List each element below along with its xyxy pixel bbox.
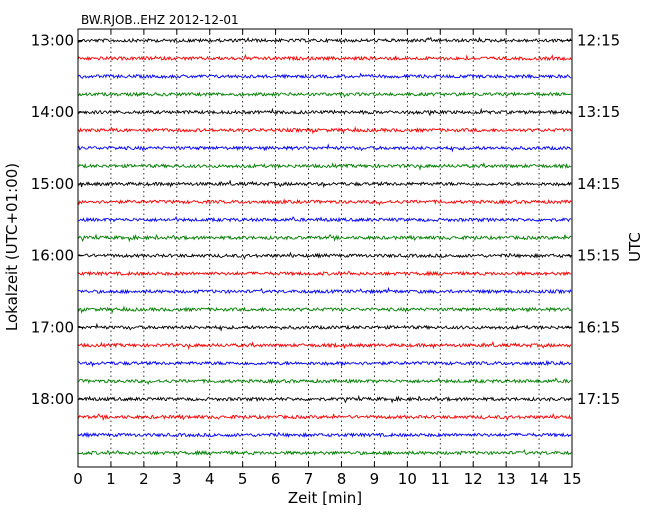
plot-frame (77, 28, 573, 468)
left-y-axis-ticks: 13:00 14:00 15:00 16:00 17:00 18:00 (31, 32, 83, 408)
trace-line (77, 107, 572, 117)
x-tick-label: 12 (464, 470, 483, 488)
trace-line (77, 251, 572, 260)
right-y-tick-label: 15:15 (577, 247, 620, 265)
x-tick-label: 4 (205, 470, 215, 488)
trace-line (77, 198, 572, 206)
x-tick-label: 7 (304, 470, 314, 488)
x-tick-label: 10 (398, 470, 417, 488)
x-axis-ticks: 0 1 2 3 4 5 6 7 8 9 10 11 12 13 14 15 (73, 29, 582, 488)
vertical-gridlines (110, 29, 540, 467)
x-axis-label: Zeit [min] (288, 489, 362, 507)
trace-line (77, 340, 572, 351)
x-tick-label: 14 (530, 470, 549, 488)
x-tick-label: 13 (497, 470, 516, 488)
x-tick-label: 15 (562, 470, 581, 488)
trace-line (77, 91, 572, 98)
right-y-axis-label: UTC (626, 232, 644, 262)
right-y-tick-label: 17:15 (577, 390, 620, 408)
trace-line (77, 377, 572, 386)
right-y-tick-label: 16:15 (577, 318, 620, 336)
right-y-tick-label: 12:15 (577, 32, 620, 50)
trace-group (77, 36, 572, 457)
x-tick-label: 6 (271, 470, 281, 488)
trace-line (77, 36, 572, 44)
left-y-tick-label: 17:00 (31, 318, 74, 336)
trace-line (77, 394, 572, 404)
trace-line (77, 322, 572, 332)
left-y-tick-label: 16:00 (31, 247, 74, 265)
trace-line (77, 431, 572, 439)
x-tick-label: 5 (238, 470, 248, 488)
left-y-tick-label: 15:00 (31, 175, 74, 193)
right-y-axis-ticks: 12:15 13:15 14:15 15:15 16:15 17:15 (567, 32, 620, 408)
trace-line (77, 215, 572, 223)
trace-line (77, 412, 572, 422)
chart-title: BW.RJOB..EHZ 2012-12-01 (81, 13, 239, 27)
trace-line (77, 54, 572, 62)
trace-line (77, 179, 572, 189)
trace-line (77, 270, 572, 277)
left-y-tick-label: 14:00 (31, 103, 74, 121)
left-y-tick-label: 18:00 (31, 390, 74, 408)
left-y-axis-label: Lokalzeit (UTC+01:00) (3, 163, 21, 331)
left-y-tick-label: 13:00 (31, 32, 74, 50)
trace-line (77, 162, 572, 171)
x-tick-label: 2 (139, 470, 149, 488)
trace-line (77, 305, 572, 314)
trace-line (77, 359, 572, 368)
x-tick-label: 3 (172, 470, 182, 488)
x-tick-label: 11 (431, 470, 450, 488)
x-tick-label: 8 (337, 470, 347, 488)
trace-line (77, 449, 572, 457)
trace-line (77, 233, 572, 243)
trace-line (77, 143, 572, 153)
x-tick-label: 9 (370, 470, 380, 488)
trace-line (77, 72, 572, 80)
trace-line (77, 126, 572, 135)
right-y-tick-label: 14:15 (577, 175, 620, 193)
trace-line (77, 286, 572, 295)
x-tick-label: 0 (73, 470, 83, 488)
x-tick-label: 1 (106, 470, 116, 488)
right-y-tick-label: 13:15 (577, 103, 620, 121)
